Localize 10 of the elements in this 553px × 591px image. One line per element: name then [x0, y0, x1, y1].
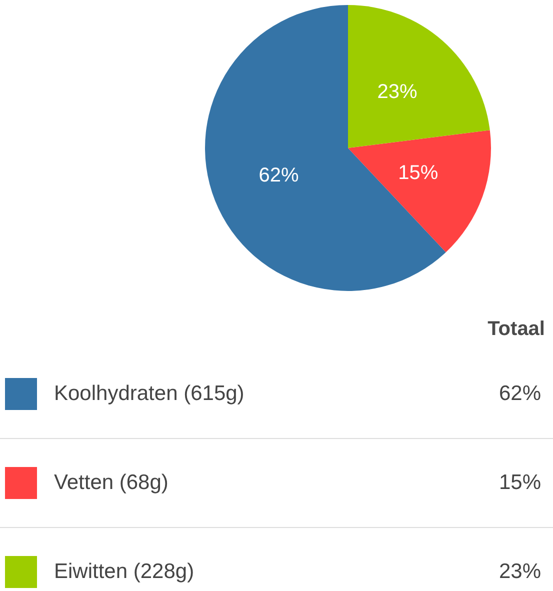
- text: 15%: [498, 471, 541, 494]
- text: 62%: [498, 382, 541, 405]
- text: 23%: [498, 560, 541, 583]
- legend-title: Totaal: [486, 317, 546, 342]
- data-label: 15%: [398, 162, 438, 184]
- data-label: 62%: [258, 164, 299, 186]
- legend-label: Vetten (68g): [54, 471, 170, 495]
- data-label: 23%: [377, 81, 418, 104]
- legend-label: Koolhydraten (615g): [54, 382, 246, 406]
- legend-label: Eiwitten (228g): [54, 560, 196, 584]
